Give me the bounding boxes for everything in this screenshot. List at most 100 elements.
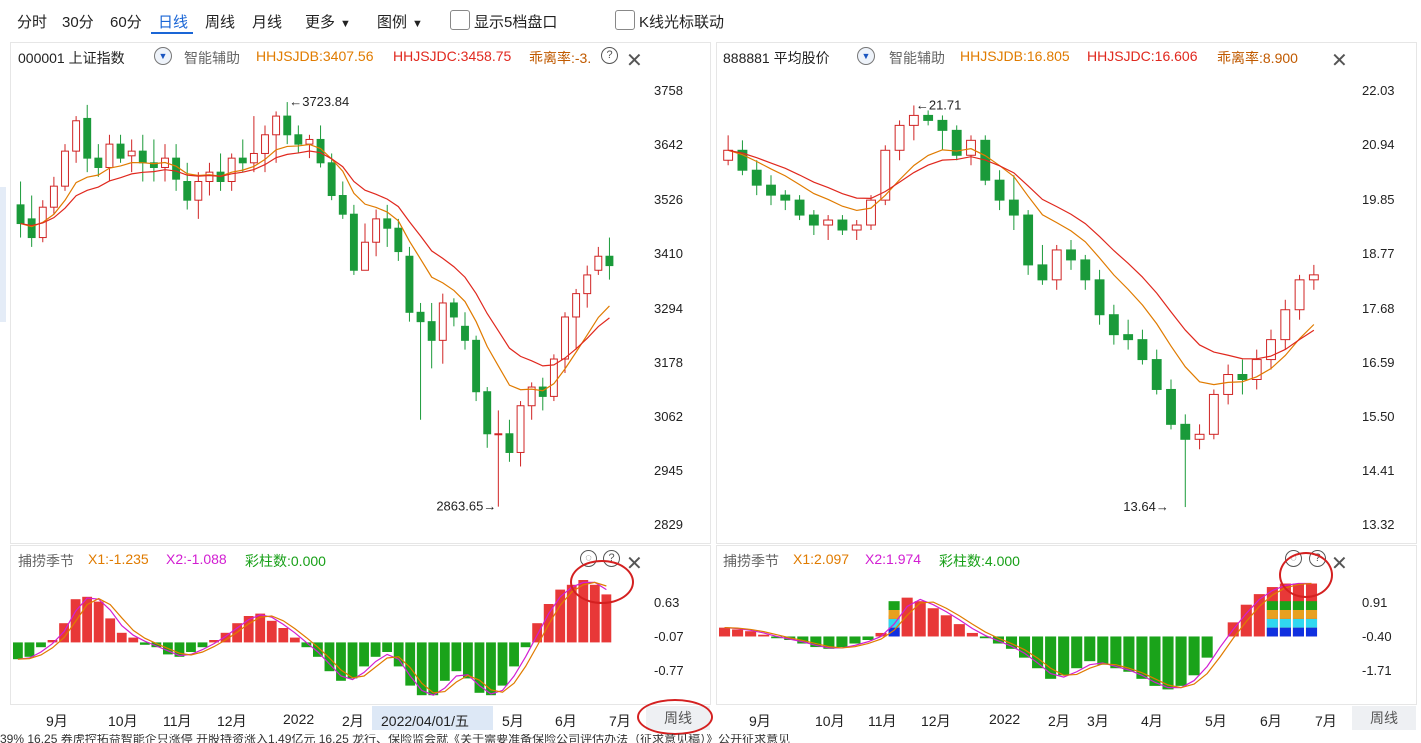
close-icon[interactable]: ✕ — [1331, 50, 1348, 72]
close-icon[interactable]: ✕ — [626, 50, 643, 72]
indicator-bar — [266, 620, 277, 643]
left-candlestick-chart[interactable]: ←3723.84 2863.65→ — [11, 69, 641, 544]
month-label: 11月 — [163, 713, 192, 729]
side-tab-highlight[interactable] — [0, 187, 6, 322]
tab-30min[interactable]: 30分 — [62, 14, 94, 31]
price-tick: 14.41 — [1362, 463, 1395, 478]
indicator-tick: -1.71 — [1362, 663, 1392, 678]
month-label: 10月 — [108, 713, 138, 729]
left-indicator-chart[interactable] — [11, 572, 641, 704]
indicator-name: 捕捞季节 — [723, 553, 779, 569]
weekly-button[interactable]: 周线 — [1352, 706, 1416, 730]
indicator-bar — [1071, 636, 1083, 669]
price-tick: 16.59 — [1362, 355, 1395, 370]
candle-body — [1108, 314, 1119, 336]
candle-body — [1280, 309, 1291, 341]
color-bar-count: 彩柱数:4.000 — [939, 553, 1020, 569]
candle-body — [294, 134, 303, 145]
stacked-color-bar — [1266, 610, 1278, 619]
chevron-down-icon[interactable]: ▼ — [154, 47, 172, 65]
candle-body — [483, 391, 492, 435]
price-tick: 3526 — [654, 192, 683, 207]
highlight-ellipse — [570, 560, 634, 604]
stacked-color-bar — [1305, 618, 1318, 628]
candle-body — [780, 194, 791, 201]
stacked-color-bar — [1292, 618, 1304, 628]
indicator-tick: -0.07 — [654, 629, 684, 644]
candle-body — [605, 255, 614, 267]
candle-body — [438, 302, 447, 341]
news-ticker[interactable]: 39% 16.25 券虎控拓益智能企只涨停 开股持资涨入1.49亿元 16.25… — [0, 734, 1421, 743]
legend-dropdown[interactable]: 图例 ▼ — [377, 11, 423, 32]
candle-body — [851, 224, 862, 231]
indicator-bar — [1201, 636, 1213, 658]
show-5-level-checkbox[interactable] — [450, 10, 470, 30]
indicator-bar — [324, 642, 335, 672]
indicator-bar — [451, 642, 462, 672]
stock-code-name[interactable]: 888881 平均股价 — [723, 50, 830, 66]
low-price-label: 13.64→ — [1123, 499, 1169, 514]
help-icon[interactable]: ? — [601, 47, 618, 64]
candle-body — [449, 302, 458, 318]
candle-body — [505, 433, 514, 453]
left-price-axis: 3758 3642 3526 3410 3294 3178 3062 2945 … — [654, 43, 709, 545]
indicator-bar — [836, 636, 848, 648]
indicator-bar — [732, 629, 744, 637]
price-tick: 2829 — [654, 517, 683, 532]
chevron-down-icon[interactable]: ▼ — [857, 47, 875, 65]
indicator-bar — [1149, 636, 1161, 686]
indicator-bar — [486, 642, 496, 696]
candle-body — [561, 316, 569, 360]
candle-body — [516, 405, 525, 453]
indicator-bar — [1123, 636, 1135, 672]
indicator-x1: X1:-1.235 — [88, 551, 149, 567]
high-price-label: ←3723.84 — [289, 94, 349, 109]
close-icon[interactable]: ✕ — [626, 553, 643, 575]
candle-body — [1094, 279, 1105, 316]
candle-body — [766, 184, 776, 196]
month-label: 10月 — [815, 713, 845, 729]
close-icon[interactable]: ✕ — [1331, 553, 1348, 575]
stacked-color-bar — [1266, 601, 1278, 610]
stock-code-name[interactable]: 000001 上证指数 — [18, 50, 125, 66]
price-tick: 3062 — [654, 409, 683, 424]
price-tick: 3410 — [654, 246, 683, 261]
month-label: 3月 — [1087, 713, 1109, 729]
indicator-bar — [823, 636, 835, 649]
candle-body — [72, 120, 81, 152]
tab-60min[interactable]: 60分 — [110, 14, 142, 31]
indicator-c-value: HHJSJDC:16.606 — [1087, 48, 1198, 64]
month-label: 6月 — [555, 713, 577, 729]
ticker-text: 39% 16.25 券虎控拓益智能企只涨停 开股持资涨入1.49亿元 16.25… — [0, 734, 791, 743]
month-label: 2022 — [283, 711, 315, 727]
kline-cursor-link-label[interactable]: K线光标联动 — [639, 14, 725, 31]
indicator-bar — [966, 632, 978, 637]
legend-label: 图例 — [377, 14, 408, 31]
tab-daily[interactable]: 日线 — [158, 14, 189, 31]
indicator-b-value: HHJSJDB:3407.56 — [256, 48, 374, 64]
candle-body — [549, 358, 558, 397]
show-5-level-label[interactable]: 显示5档盘口 — [474, 14, 558, 31]
indicator-bar — [393, 642, 404, 667]
candle-body — [172, 157, 181, 180]
more-dropdown[interactable]: 更多 ▼ — [305, 11, 351, 32]
right-indicator-chart[interactable] — [717, 572, 1347, 704]
indicator-bar — [555, 589, 566, 643]
indicator-bar — [1045, 636, 1057, 679]
left-pane-header: 000001 上证指数 ▼ 智能辅助 HHJSJDB:3407.56 HHJSJ… — [11, 43, 710, 72]
right-candlestick-chart[interactable]: ←21.71 13.64→ — [717, 69, 1347, 544]
indicator-bar — [578, 580, 589, 643]
indicator-tick: 0.63 — [654, 595, 680, 610]
indicator-bar — [416, 642, 427, 696]
candle-body — [994, 179, 1005, 201]
active-tab-underline — [151, 32, 193, 34]
candle-body — [405, 255, 414, 313]
tab-timeshare[interactable]: 分时 — [17, 14, 48, 31]
kline-cursor-link-checkbox[interactable] — [615, 10, 635, 30]
indicator-bar — [532, 623, 543, 643]
candle-body — [908, 114, 919, 126]
candle-body — [1051, 249, 1062, 281]
tab-weekly[interactable]: 周线 — [205, 14, 236, 31]
tab-monthly[interactable]: 月线 — [252, 14, 283, 31]
candle-body — [427, 321, 436, 341]
